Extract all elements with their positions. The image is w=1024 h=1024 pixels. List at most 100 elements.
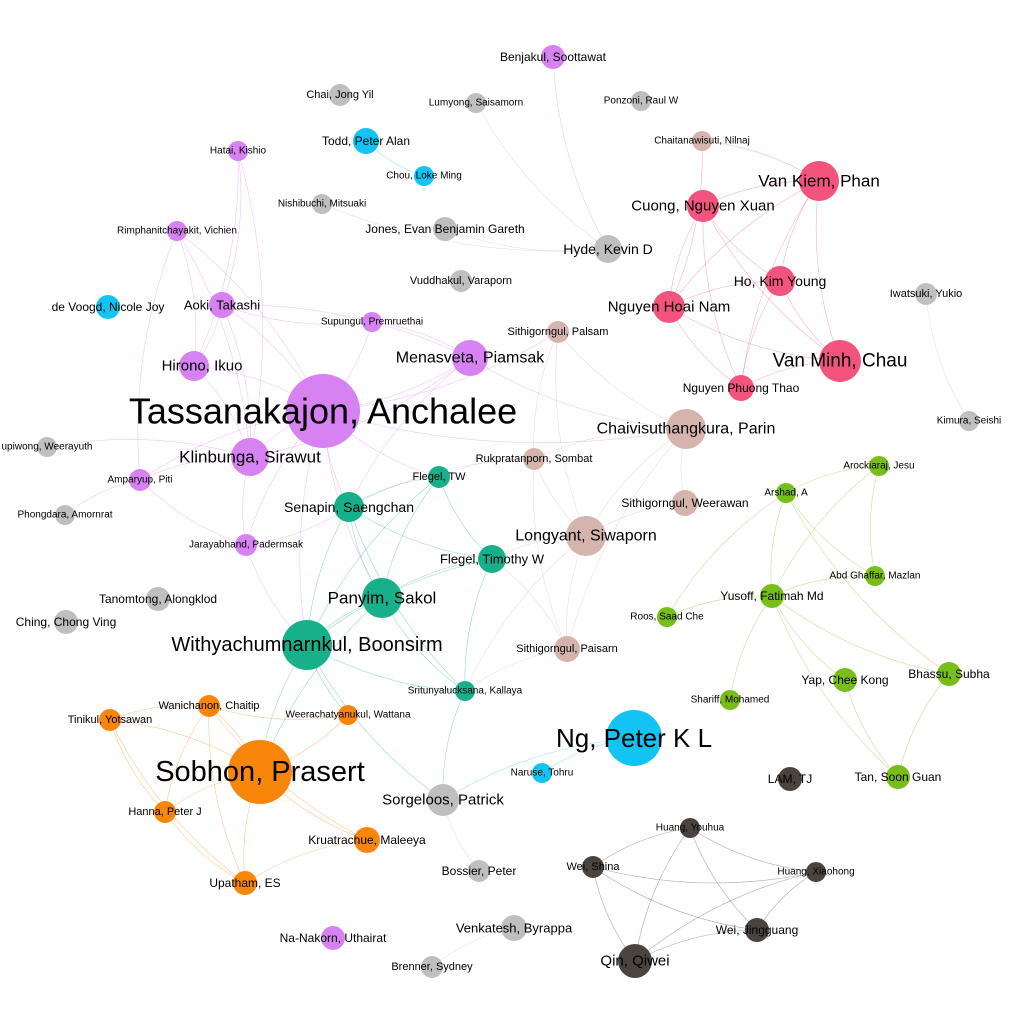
node-withyachumnarnkul-boonsirm[interactable]: Withyachumnarnkul, Boonsirm xyxy=(171,620,443,670)
node-circle[interactable] xyxy=(478,545,506,573)
node-circle[interactable] xyxy=(631,91,651,111)
node-circle[interactable] xyxy=(760,584,784,608)
node-klinbunga-sirawut[interactable]: Klinbunga, Sirawut xyxy=(179,438,321,476)
node-circle[interactable] xyxy=(312,194,332,214)
node-chou-loke-ming[interactable]: Chou, Loke Ming xyxy=(386,166,462,186)
node-circle[interactable] xyxy=(680,818,700,838)
node-circle[interactable] xyxy=(455,681,475,701)
node-phongdara-amornrat[interactable]: Phongdara, Amornrat xyxy=(17,505,113,525)
node-circle[interactable] xyxy=(209,292,235,318)
node-circle[interactable] xyxy=(179,351,209,381)
node-van-minh-chau[interactable]: Van Minh, Chau xyxy=(773,340,908,382)
node-lumyong-saisamorn[interactable]: Lumyong, Saisamorn xyxy=(429,93,524,113)
node-circle[interactable] xyxy=(501,915,527,941)
node-weerachatyanukul-wattana[interactable]: Weerachatyanukul, Wattana xyxy=(285,705,411,725)
node-circle[interactable] xyxy=(886,765,910,789)
node-yap-chee-kong[interactable]: Yap, Chee Kong xyxy=(801,668,889,692)
node-circle[interactable] xyxy=(233,871,257,895)
node-abd-ghaffar-mazlan[interactable]: Abd Ghaffar, Mazlan xyxy=(830,566,921,586)
node-wei-jingguang[interactable]: Wei, Jingguang xyxy=(716,918,799,942)
node-supungul-premruethai[interactable]: Supungul, Premruethai xyxy=(321,312,423,332)
node-circle[interactable] xyxy=(959,411,979,431)
node-arockiaraj-jesu[interactable]: Arockiaraj, Jesu xyxy=(843,456,915,476)
node-shariff-mohamed[interactable]: Shariff, Mohamed xyxy=(691,690,770,710)
node-flegel-timothy-w[interactable]: Flegel, Timothy W xyxy=(440,545,545,573)
node-circle[interactable] xyxy=(362,312,382,332)
node-sithigorngul-paisarn[interactable]: Sithigorngul, Paisarn xyxy=(516,636,618,662)
node-nishibuchi-mitsuaki[interactable]: Nishibuchi, Mitsuaki xyxy=(278,194,366,214)
node-bossier-peter[interactable]: Bossier, Peter xyxy=(442,860,517,882)
node-aoki-takashi[interactable]: Aoki, Takashi xyxy=(184,292,260,318)
node-sobhon-prasert[interactable]: Sobhon, Prasert xyxy=(155,740,365,804)
node-circle[interactable] xyxy=(334,492,364,522)
node-jarayabhand-padermsak[interactable]: Jarayabhand, Padermsak xyxy=(189,534,304,556)
node-amparyup-piti[interactable]: Amparyup, Piti xyxy=(107,469,173,491)
node-tinikul-yotsawan[interactable]: Tinikul, Yotsawan xyxy=(68,709,153,731)
node-circle[interactable] xyxy=(198,695,220,717)
node-circle[interactable] xyxy=(594,235,622,263)
node-chai-jong-yil[interactable]: Chai, Jong Yil xyxy=(306,84,374,106)
node-sithigorngul-palsam[interactable]: Sithigorngul, Palsam xyxy=(508,321,609,343)
node-wanichanon-chaitip[interactable]: Wanichanon, Chaitip xyxy=(158,695,260,717)
node-chaivisuthangkura-parin[interactable]: Chaivisuthangkura, Parin xyxy=(597,409,776,449)
node-circle[interactable] xyxy=(282,620,332,670)
node-chaitanawisuti-nilnaj[interactable]: Chaitanawisuti, Nilnaj xyxy=(654,131,750,151)
node-circle[interactable] xyxy=(618,944,652,978)
node-circle[interactable] xyxy=(286,374,360,448)
node-circle[interactable] xyxy=(54,610,78,634)
node-sithigorngul-weerawan[interactable]: Sithigorngul, Weerawan xyxy=(621,490,749,516)
node-circle[interactable] xyxy=(235,534,257,556)
node-circle[interactable] xyxy=(833,668,857,692)
node-upiwong-weerayuth[interactable]: upiwong, Weerayuth xyxy=(2,437,93,457)
node-circle[interactable] xyxy=(547,321,569,343)
node-circle[interactable] xyxy=(566,516,606,556)
node-na-nakorn-uthairat[interactable]: Na-Nakorn, Uthairat xyxy=(280,926,387,950)
node-vuddhakul-varaporn[interactable]: Vuddhakul, Varaporn xyxy=(410,270,512,292)
node-circle[interactable] xyxy=(799,161,839,201)
node-circle[interactable] xyxy=(728,375,754,401)
node-circle[interactable] xyxy=(687,190,719,222)
node-ng-peter-k-l[interactable]: Ng, Peter K L xyxy=(556,710,712,766)
node-todd-peter-alan[interactable]: Todd, Peter Alan xyxy=(322,128,410,154)
node-circle[interactable] xyxy=(806,862,826,882)
node-rimphanitchayakit-vichien[interactable]: Rimphanitchayakit, Vichien xyxy=(117,221,237,241)
node-circle[interactable] xyxy=(329,84,351,106)
node-huang-youhua[interactable]: Huang, Youhua xyxy=(656,818,725,838)
node-tassanakajon-anchalee[interactable]: Tassanakajon, Anchalee xyxy=(129,374,517,448)
node-menasveta-piamsak[interactable]: Menasveta, Piamsak xyxy=(396,340,546,376)
node-circle[interactable] xyxy=(167,221,187,241)
node-circle[interactable] xyxy=(765,266,795,296)
node-circle[interactable] xyxy=(466,93,486,113)
node-qin-qiwei[interactable]: Qin, Qiwei xyxy=(600,944,670,978)
node-hatai-kishio[interactable]: Hatai, Kishio xyxy=(210,141,267,161)
node-hirono-ikuo[interactable]: Hirono, Ikuo xyxy=(162,351,243,381)
node-circle[interactable] xyxy=(37,437,57,457)
node-circle[interactable] xyxy=(231,438,269,476)
node-circle[interactable] xyxy=(657,607,677,627)
node-senapin-saengchan[interactable]: Senapin, Saengchan xyxy=(284,492,414,522)
node-jones-evan-benjamin-gareth[interactable]: Jones, Evan Benjamin Gareth xyxy=(365,217,525,241)
node-sritunyalucksana-kallaya[interactable]: Sritunyalucksana, Kallaya xyxy=(408,681,523,701)
node-circle[interactable] xyxy=(778,767,802,791)
node-circle[interactable] xyxy=(433,217,457,241)
node-yusoff-fatimah-md[interactable]: Yusoff, Fatimah Md xyxy=(720,584,824,608)
node-ching-chong-ving[interactable]: Ching, Chong Ving xyxy=(16,610,117,634)
node-circle[interactable] xyxy=(468,860,490,882)
node-hyde-kevin-d[interactable]: Hyde, Kevin D xyxy=(563,235,653,263)
node-tanomtong-alongklod[interactable]: Tanomtong, Alongklod xyxy=(99,587,217,611)
node-circle[interactable] xyxy=(582,856,604,878)
node-circle[interactable] xyxy=(532,763,552,783)
node-circle[interactable] xyxy=(96,295,120,319)
node-circle[interactable] xyxy=(541,45,565,69)
node-de-voogd-nicole-joy[interactable]: de Voogd, Nicole Joy xyxy=(52,295,165,319)
node-arshad-a[interactable]: Arshad, A xyxy=(764,483,808,503)
node-circle[interactable] xyxy=(937,662,961,686)
node-circle[interactable] xyxy=(228,740,292,804)
node-circle[interactable] xyxy=(776,483,796,503)
node-circle[interactable] xyxy=(99,709,121,731)
node-circle[interactable] xyxy=(354,827,380,853)
node-brenner-sydney[interactable]: Brenner, Sydney xyxy=(391,956,473,978)
node-nguyen-phuong-thao[interactable]: Nguyen Phuong Thao xyxy=(683,375,800,401)
node-circle[interactable] xyxy=(146,587,170,611)
node-circle[interactable] xyxy=(653,291,685,323)
